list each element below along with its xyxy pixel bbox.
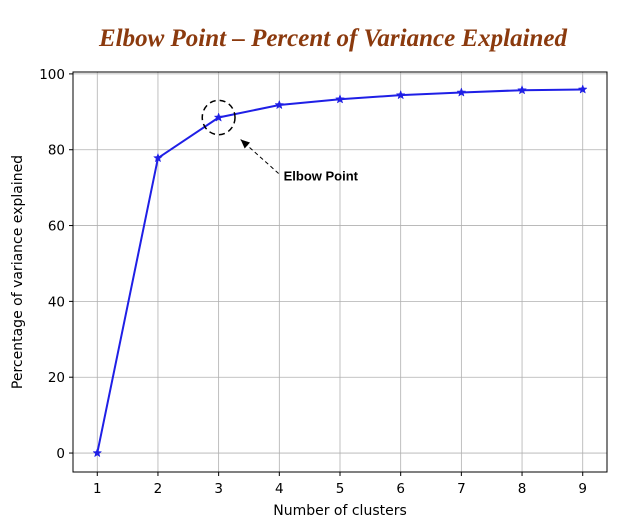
x-tick-label: 7 [457,481,466,497]
data-point-star [274,99,285,110]
x-tick-label: 2 [154,481,163,497]
y-axis-label: Percentage of variance explained [10,155,26,389]
annotation-arrowhead [240,139,251,149]
x-tick-label: 8 [518,481,527,497]
axis-ticks: 1 2 3 4 5 6 7 8 9 0 20 40 60 80 100 [39,67,587,497]
data-point-star [395,89,406,100]
x-tick-label: 1 [93,481,102,497]
y-tick-label: 80 [48,143,65,159]
y-tick-label: 0 [56,446,65,462]
x-tick-label: 3 [214,481,223,497]
x-tick-label: 4 [275,481,284,497]
y-tick-label: 40 [48,294,65,310]
x-tick-label: 9 [578,481,587,497]
x-axis-label: Number of clusters [273,503,407,519]
chart-title: Elbow Point – Percent of Variance Explai… [98,25,568,52]
y-tick-label: 20 [48,370,65,386]
y-tick-label: 60 [48,219,65,235]
x-tick-label: 6 [396,481,405,497]
data-point-star [92,447,103,458]
x-tick-label: 5 [336,481,345,497]
data-point-star [152,152,163,163]
data-point-star [577,84,588,94]
data-point-star [335,94,345,104]
grid [73,72,607,472]
series-line [92,84,588,458]
data-point-star [213,112,224,122]
annotation-layer: Elbow Point [201,99,359,183]
data-point-star [456,87,467,97]
data-point-star [517,84,528,95]
annotation-label: Elbow Point [284,168,359,183]
elbow-circle [201,99,236,136]
y-tick-label: 100 [39,67,65,83]
